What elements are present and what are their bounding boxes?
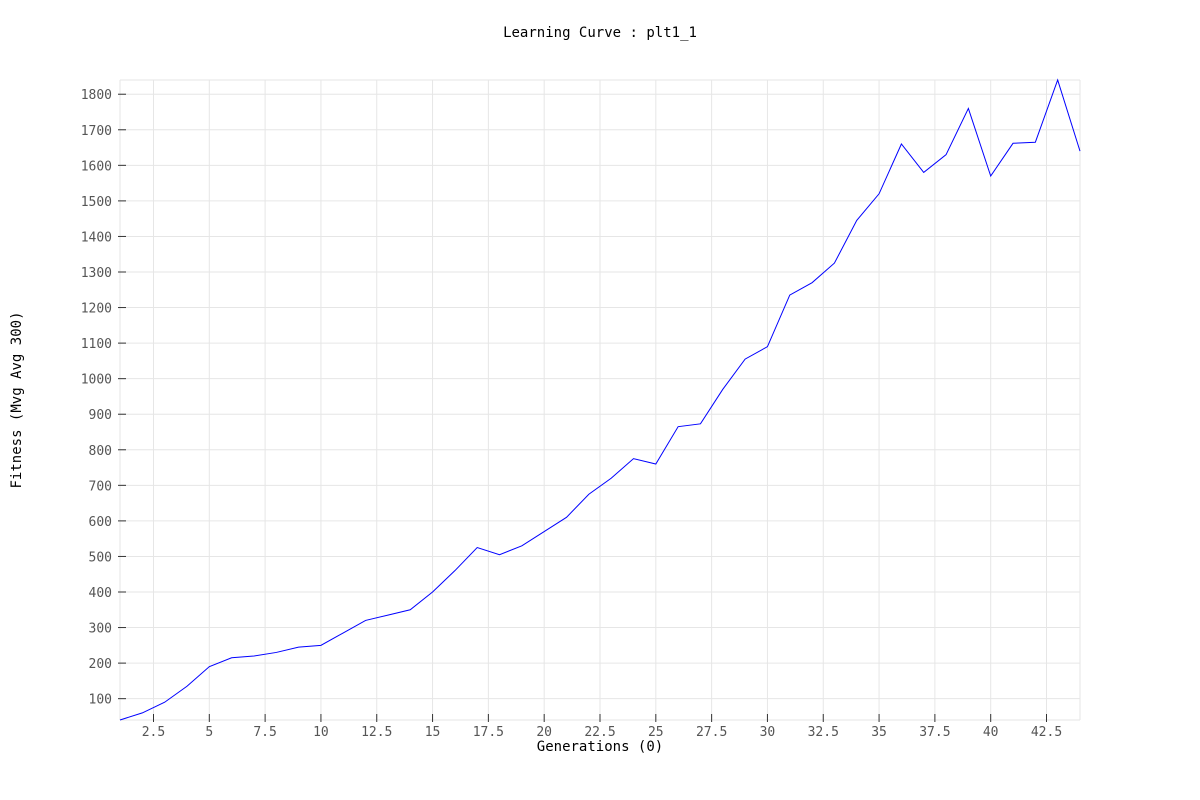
y-tick-label: 1300 <box>81 266 112 281</box>
y-tick-label: 1600 <box>81 159 112 174</box>
y-axis-label: Fitness (Mvg Avg 300) <box>9 311 25 488</box>
x-tick-label: 30 <box>760 725 776 740</box>
x-tick-label: 35 <box>871 725 887 740</box>
y-tick-label: 600 <box>89 515 112 530</box>
x-tick-label: 7.5 <box>253 725 276 740</box>
x-tick-label: 17.5 <box>473 725 504 740</box>
y-tick-label: 1200 <box>81 302 112 317</box>
x-tick-label: 40 <box>983 725 999 740</box>
grid <box>119 79 1081 721</box>
y-tick-label: 700 <box>89 479 112 494</box>
y-tick-label: 900 <box>89 408 112 423</box>
y-tick-label: 1800 <box>81 88 112 103</box>
ticks: 2.5 5 7.5 10 12.5 15 17.5 20 22.5 25 27.5 30 32.5 35 3… <box>81 88 1062 740</box>
x-tick-label: 32.5 <box>808 725 839 740</box>
y-tick-label: 100 <box>89 693 112 708</box>
y-tick-label: 800 <box>89 444 112 459</box>
x-tick-label: 25 <box>648 725 664 740</box>
x-tick-label: 12.5 <box>361 725 392 740</box>
x-tick-label: 15 <box>425 725 441 740</box>
x-tick-label: 37.5 <box>919 725 950 740</box>
y-tick-label: 1400 <box>81 230 112 245</box>
y-tick-label: 1500 <box>81 195 112 210</box>
x-tick-label: 10 <box>313 725 329 740</box>
y-tick-label: 1100 <box>81 337 112 352</box>
series-line-fitness <box>119 78 1081 721</box>
chart-title: Learning Curve : plt1_1 <box>503 25 697 41</box>
x-tick-label: 2.5 <box>142 725 165 740</box>
y-tick-label: 500 <box>89 550 112 565</box>
x-tick-label: 22.5 <box>584 725 615 740</box>
x-tick-label: 5 <box>205 725 213 740</box>
y-tick-label: 200 <box>89 657 112 672</box>
x-axis-label: Generations (0) <box>537 739 663 755</box>
y-tick-label: 400 <box>89 586 112 601</box>
y-tick-label: 300 <box>89 622 112 637</box>
series-layer <box>119 78 1081 721</box>
x-tick-label: 27.5 <box>696 725 727 740</box>
y-tick-label: 1000 <box>81 373 112 388</box>
x-tick-label: 42.5 <box>1031 725 1062 740</box>
x-tick-label: 20 <box>536 725 552 740</box>
y-tick-label: 1700 <box>81 124 112 139</box>
